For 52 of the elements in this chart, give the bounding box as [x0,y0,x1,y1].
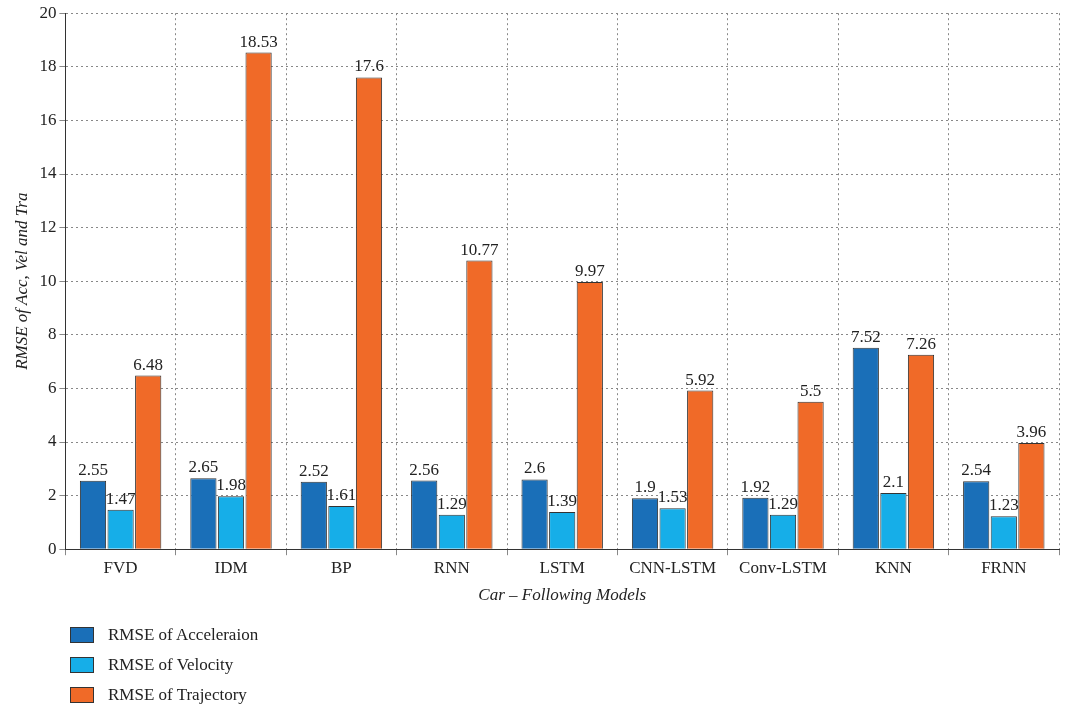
x-tick-label: Conv-LSTM [739,557,827,577]
data-label: 6.48 [133,354,164,374]
data-label: 2.56 [409,459,440,479]
y-tick-label: 14 [39,163,57,183]
x-tick-label: LSTM [539,557,585,577]
data-label: 10.77 [460,239,500,259]
data-label: 1.47 [105,488,136,508]
data-label: 5.92 [685,369,716,389]
y-tick-label: 10 [39,270,57,290]
x-tick-label: FRNN [981,557,1027,577]
x-tick-label: FVD [103,557,138,577]
data-label: 2.52 [298,460,329,480]
data-label: 17.6 [354,56,384,76]
data-label: 1.29 [768,493,798,513]
x-tick-label: KNN [874,557,912,577]
data-label: 2.55 [78,459,108,479]
x-tick-label: IDM [214,557,248,577]
data-label: 3.96 [1016,422,1047,442]
data-label: 2.54 [961,460,992,480]
legend-label: RMSE of Trajectory [108,685,247,705]
data-label: 7.52 [850,326,881,346]
data-label: 1.39 [547,490,578,510]
data-label: 1.98 [216,475,246,495]
x-tick-label: CNN-LSTM [629,557,717,577]
x-axis-title: Car – Following Models [478,585,647,605]
data-label: 2.1 [882,471,905,491]
y-tick-label: 20 [39,2,57,22]
x-tick-label: BP [331,557,352,577]
y-tick-label: 2 [47,485,57,505]
y-tick-label: 0 [47,538,57,558]
y-tick-label: 4 [47,431,57,451]
y-tick-label: 6 [47,377,57,397]
data-label: 5.5 [799,380,822,400]
data-label: 1.92 [740,476,771,496]
data-label: 2.65 [188,457,219,477]
data-label: 1.23 [988,495,1019,515]
data-label: 9.97 [574,260,606,280]
legend-label: RMSE of Acceleraion [108,625,259,645]
y-axis-title: RMSE of Acc, Vel and Tra [11,192,31,371]
data-label: 1.9 [634,477,656,497]
y-tick-label: 16 [39,109,57,129]
data-label: 1.53 [657,487,688,507]
y-tick-label: 8 [47,324,57,344]
y-tick-label: 18 [39,56,57,76]
data-label: 1.29 [436,493,467,513]
data-label: 18.53 [239,31,278,51]
legend-label: RMSE of Velocity [108,655,234,675]
x-tick-label: RNN [433,557,470,577]
data-label: 2.6 [523,458,546,478]
data-label: 7.26 [906,333,936,353]
y-tick-label: 12 [39,217,57,237]
data-label: 1.61 [326,485,357,505]
